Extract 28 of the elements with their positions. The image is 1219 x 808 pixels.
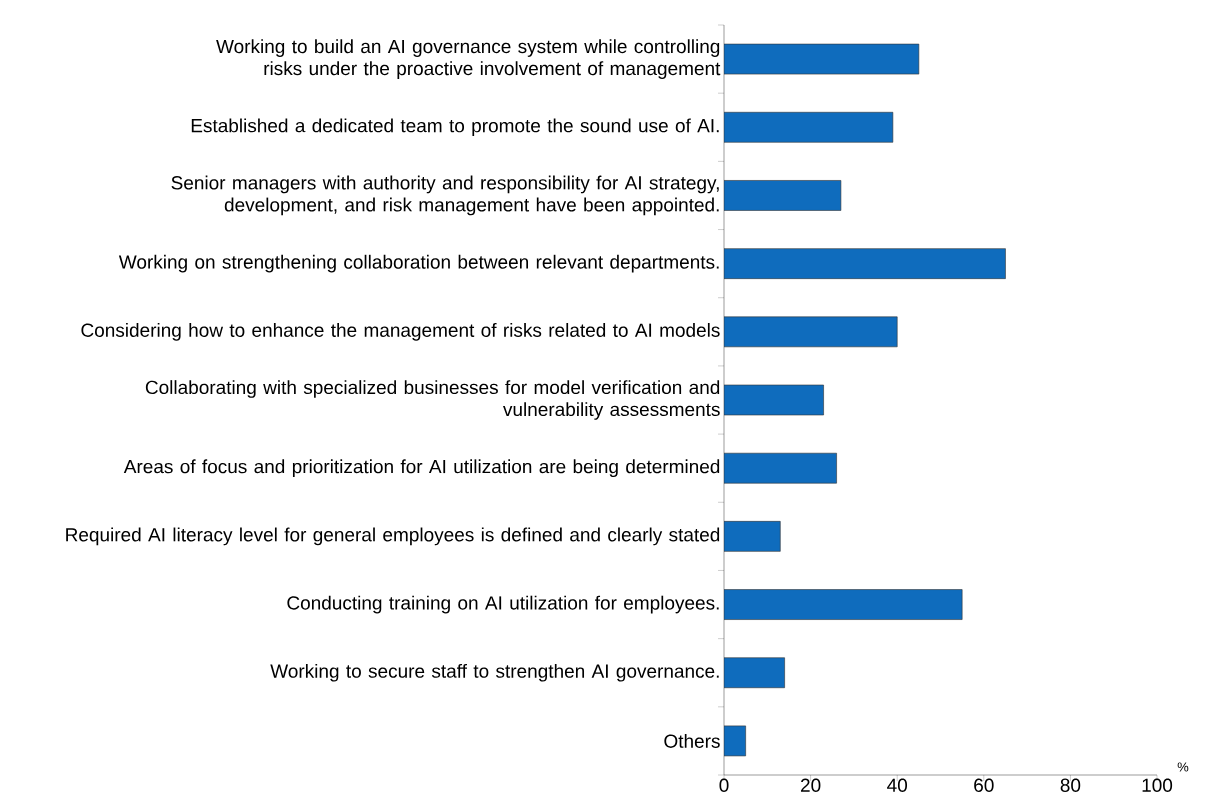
x-tick-label: 80 — [1060, 778, 1081, 792]
bar — [724, 589, 963, 620]
bar — [724, 111, 894, 143]
y-tick-label: Required AI literacy level for general employees is defined and clearly stated — [66, 527, 720, 546]
x-tick-label: 100 — [1142, 778, 1173, 792]
x-tick-label: 0 — [719, 778, 729, 792]
bar — [724, 657, 785, 689]
bar — [724, 452, 837, 484]
bar — [724, 316, 898, 348]
y-tick-label: Collaborating with specialized businesses for model verification and vulnerability assessments — [145, 380, 720, 420]
bar — [724, 180, 842, 211]
x-tick-label: 60 — [974, 778, 994, 792]
y-tick-label: Working on strengthening collaboration between relevant departments. — [118, 254, 719, 273]
x-axis-title: % — [1177, 762, 1189, 772]
y-tick-label: Considering how to enhance the management of risks related to AI models — [81, 322, 720, 341]
bar — [724, 43, 920, 75]
bar — [724, 384, 824, 416]
y-tick-label: Areas of focus and prioritization for AI utilization are being determined — [123, 459, 720, 478]
y-tick-label: Senior managers with authority and responsibility for AI strategy, development, and risk management have been appointed. — [171, 175, 719, 216]
y-tick-label: Established a dedicated team to promote the sound use of AI. — [191, 118, 719, 137]
x-tick-label: 40 — [887, 778, 908, 792]
y-tick-label: Conducting training on AI utilization for employees. — [287, 595, 719, 614]
y-tick-label: Working to secure staff to strengthen AI governance. — [270, 663, 719, 682]
x-tick-label: 20 — [800, 778, 821, 792]
y-tick-label: Working to build an AI governance system while controlling risks under the proactive involvement of management — [216, 39, 721, 79]
y-tick-label: Others — [664, 733, 720, 748]
bar — [724, 248, 1006, 279]
bar — [724, 521, 781, 552]
